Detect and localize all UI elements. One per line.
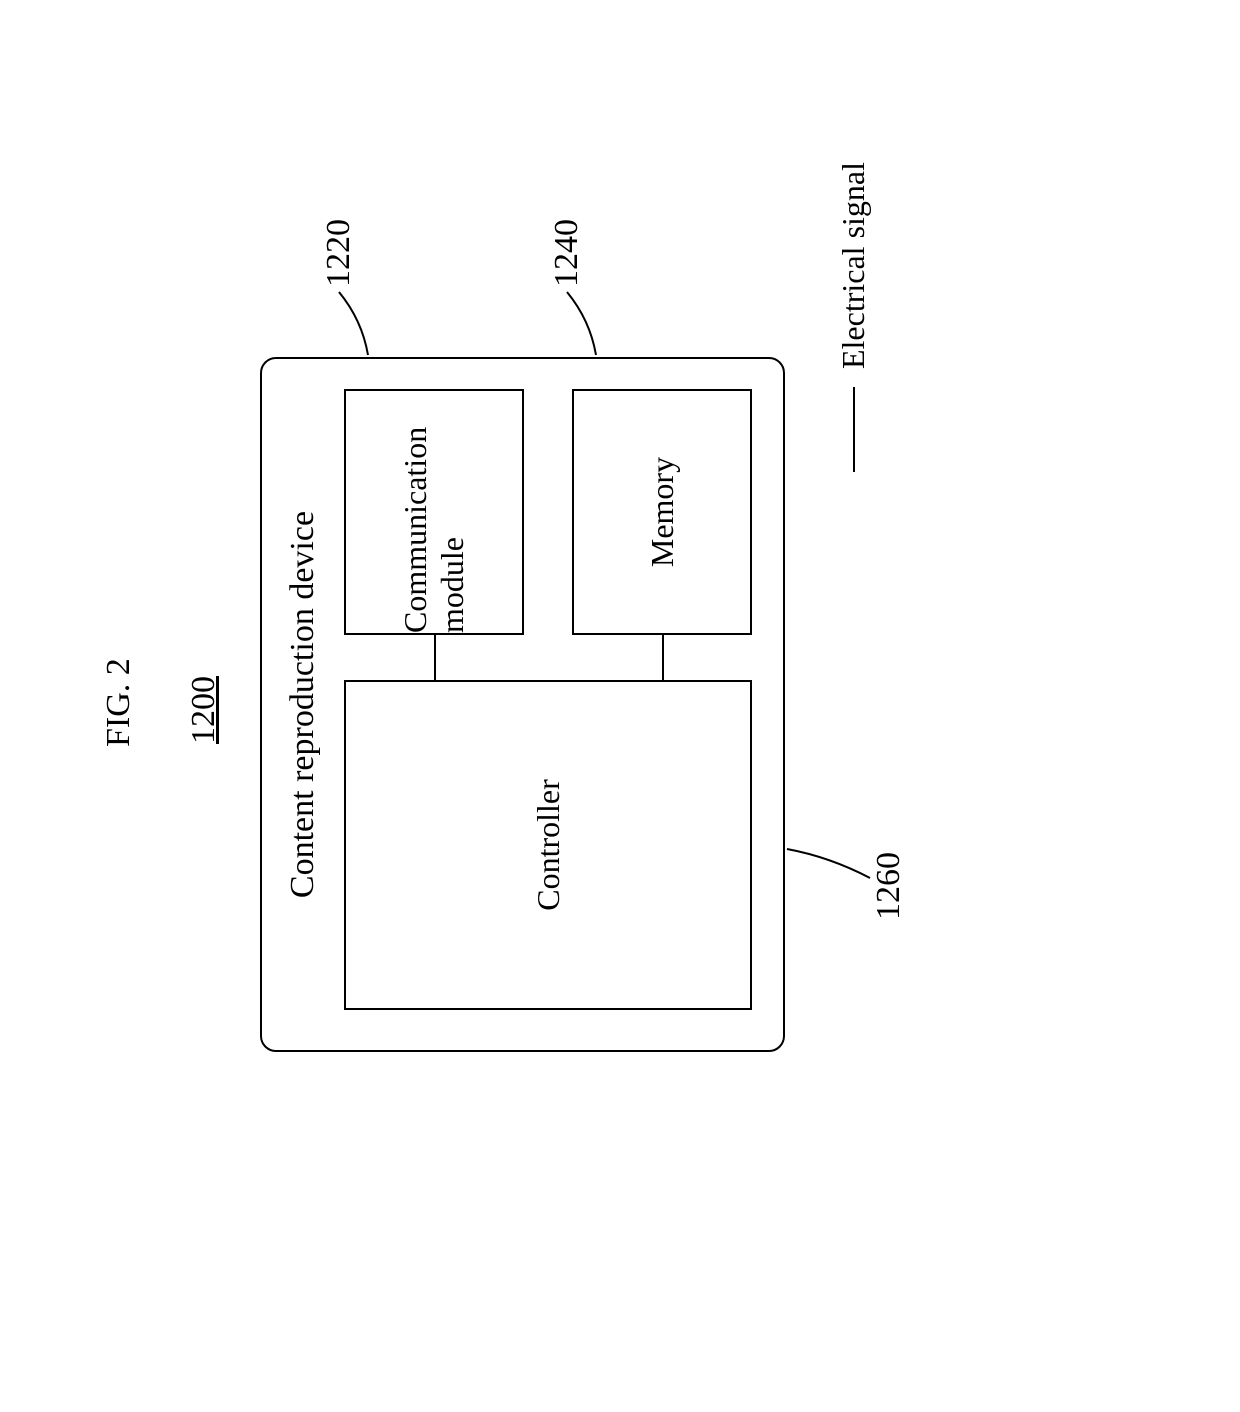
legend-label: Electrical signal [835, 162, 872, 369]
legend-line-sample [853, 387, 855, 472]
memory-lead-line [0, 0, 1240, 1412]
legend: Electrical signal [835, 162, 872, 472]
diagram-container: FIG. 2 1200 Content reproduction device … [0, 0, 1240, 1412]
memory-reference-number: 1240 [548, 219, 586, 287]
